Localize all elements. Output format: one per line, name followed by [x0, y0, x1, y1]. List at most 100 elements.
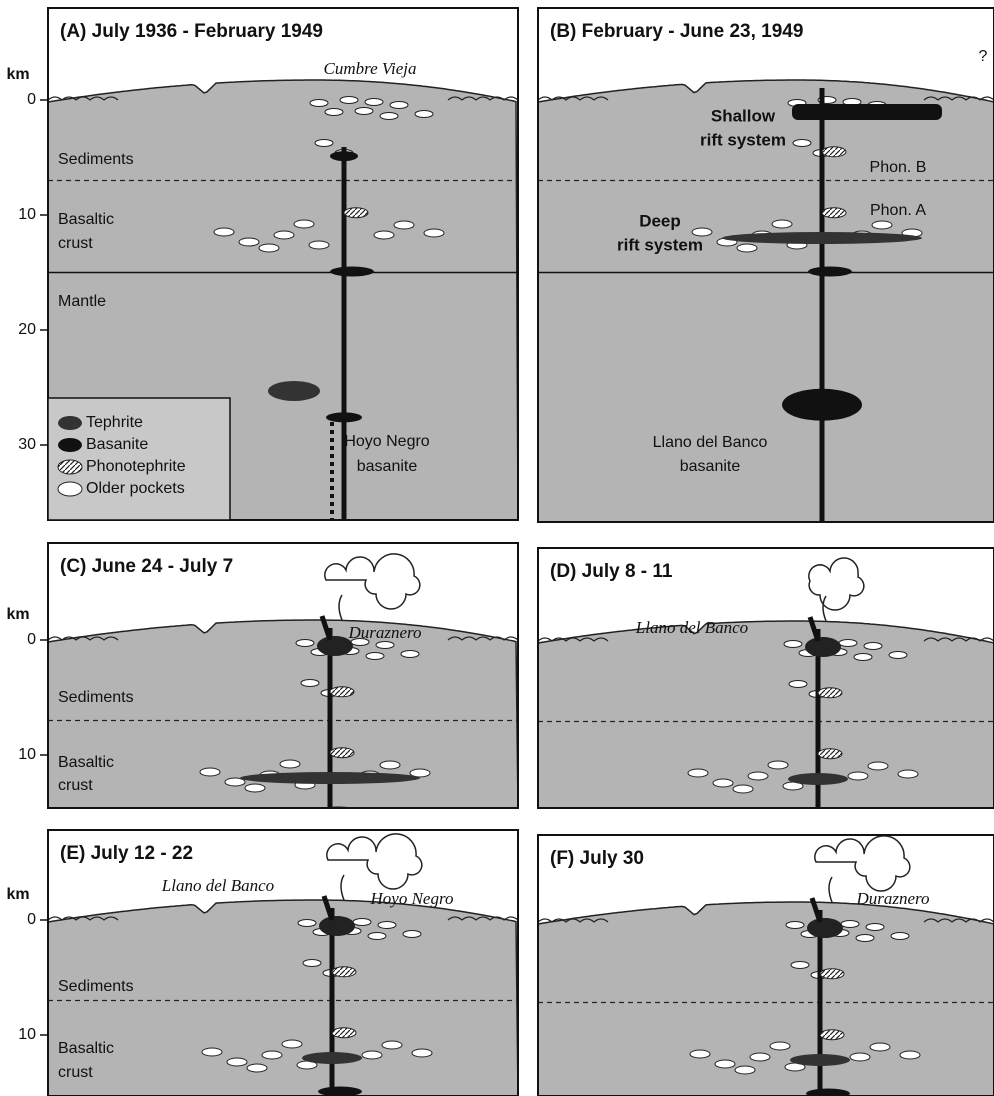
- tephrite: [268, 381, 320, 401]
- older-pocket: [200, 768, 220, 776]
- older-pocket: [390, 102, 408, 109]
- older-pocket: [424, 229, 444, 237]
- older-pocket: [382, 1041, 402, 1049]
- deep-rift: [240, 772, 420, 784]
- older-pocket: [850, 1053, 870, 1061]
- older-pocket: [786, 922, 804, 929]
- legend-swatch: [58, 460, 82, 474]
- basanite: [330, 267, 374, 277]
- older-pocket: [791, 962, 809, 969]
- phonotephrite: [330, 748, 354, 758]
- older-pocket: [900, 1051, 920, 1059]
- older-pocket: [227, 1058, 247, 1066]
- basanite: [782, 389, 862, 421]
- older-pocket: [362, 1051, 382, 1059]
- label: Basaltic: [58, 211, 114, 228]
- basanite: [326, 412, 362, 422]
- panel-title: (E) July 12 - 22: [60, 843, 193, 864]
- older-pocket: [365, 99, 383, 106]
- older-pocket: [737, 244, 757, 252]
- axis-tick-label: 0: [27, 911, 36, 928]
- older-pocket: [340, 97, 358, 104]
- axis-unit: km: [6, 606, 29, 623]
- older-pocket: [870, 1043, 890, 1051]
- older-pocket: [374, 231, 394, 239]
- older-pocket: [366, 653, 384, 660]
- older-pocket: [866, 924, 884, 931]
- older-pocket: [768, 761, 788, 769]
- legend-swatch: [58, 482, 82, 496]
- label: Llano del Banco: [635, 618, 748, 637]
- older-pocket: [841, 921, 859, 928]
- older-pocket: [864, 643, 882, 650]
- label: Sediments: [58, 151, 134, 168]
- older-pocket: [259, 244, 279, 252]
- label: basanite: [357, 458, 418, 475]
- legend-label: Older pockets: [86, 480, 185, 497]
- shallow-rift: [792, 104, 942, 120]
- older-pocket: [202, 1048, 222, 1056]
- older-pocket: [748, 772, 768, 780]
- deep-rift: [788, 773, 848, 785]
- axis-unit: km: [6, 886, 29, 903]
- older-pocket: [315, 140, 333, 147]
- older-pocket: [296, 640, 314, 647]
- panel-title: (A) July 1936 - February 1949: [60, 21, 323, 42]
- phonotephrite: [818, 688, 842, 698]
- older-pocket: [353, 919, 371, 926]
- older-pocket: [309, 241, 329, 249]
- older-pocket: [848, 772, 868, 780]
- older-pocket: [303, 960, 321, 967]
- axis-tick-label: 10: [18, 746, 36, 763]
- deep-rift: [302, 1052, 362, 1064]
- axis-unit: km: [6, 66, 29, 83]
- axis-tick-label: 0: [27, 91, 36, 108]
- older-pocket: [401, 651, 419, 658]
- older-pocket: [898, 770, 918, 778]
- older-pocket: [750, 1053, 770, 1061]
- older-pocket: [280, 760, 300, 768]
- panel-title: (F) July 30: [550, 848, 644, 869]
- older-pocket: [298, 920, 316, 927]
- label: crust: [58, 1064, 93, 1081]
- older-pocket: [380, 113, 398, 120]
- axis-tick-label: 0: [27, 631, 36, 648]
- label: Duraznero: [347, 623, 421, 642]
- ground: [538, 621, 994, 808]
- basanite: [808, 267, 852, 277]
- older-pocket: [301, 680, 319, 687]
- older-pocket: [403, 931, 421, 938]
- older-pocket: [310, 100, 328, 107]
- older-pocket: [772, 220, 792, 228]
- older-pocket: [872, 221, 892, 229]
- older-pocket: [839, 640, 857, 647]
- older-pocket: [325, 109, 343, 116]
- legend-swatch: [58, 416, 82, 430]
- ground: [48, 900, 518, 1096]
- older-pocket: [247, 1064, 267, 1072]
- label: rift system: [617, 235, 703, 254]
- label: Duraznero: [855, 889, 929, 908]
- older-pocket: [282, 1040, 302, 1048]
- deep-rift: [790, 1054, 850, 1066]
- older-pocket: [262, 1051, 282, 1059]
- tephrite: [319, 916, 355, 936]
- phonotephrite: [822, 208, 846, 218]
- phonotephrite: [344, 208, 368, 218]
- label: Phon. A: [870, 202, 926, 219]
- label: Sediments: [58, 689, 134, 706]
- figure: (A) July 1936 - February 1949Cumbre Viej…: [0, 0, 994, 1096]
- label: Shallow: [711, 106, 776, 125]
- deep-rift: [722, 232, 922, 244]
- older-pocket: [368, 933, 386, 940]
- panel: [538, 835, 994, 1096]
- label: Hoyo Negro: [370, 889, 454, 908]
- phonotephrite: [820, 969, 844, 979]
- older-pocket: [784, 641, 802, 648]
- tephrite: [807, 918, 843, 938]
- older-pocket: [770, 1042, 790, 1050]
- older-pocket: [789, 681, 807, 688]
- panel-title: (D) July 8 - 11: [550, 561, 673, 582]
- label: Mantle: [58, 293, 106, 310]
- older-pocket: [793, 140, 811, 147]
